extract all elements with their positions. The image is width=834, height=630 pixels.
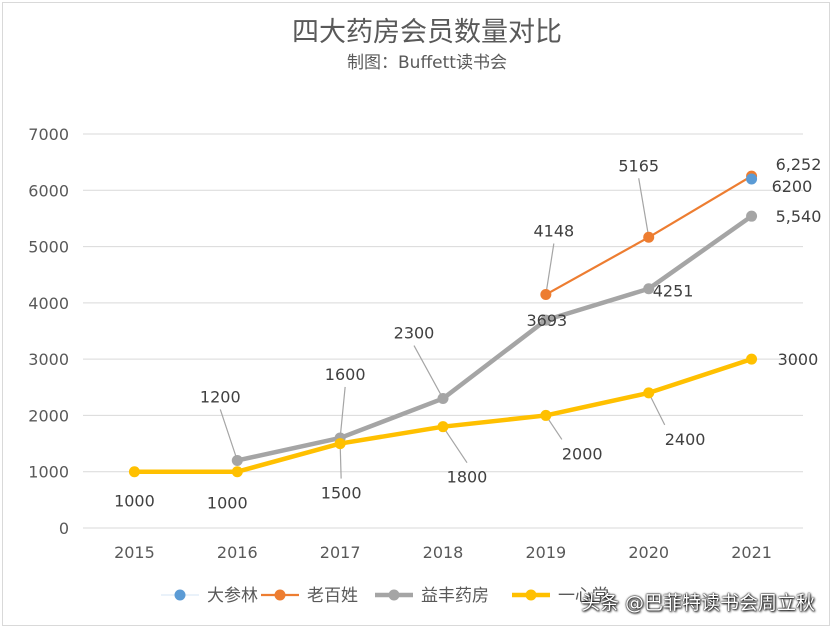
leader-line [648,392,666,426]
x-tick-label: 2020 [628,543,669,562]
data-label: 1600 [325,365,366,384]
data-point-一心堂 [746,353,758,365]
x-tick-label: 2018 [423,543,464,562]
data-label: 5165 [618,156,659,175]
data-label: 2300 [394,324,435,343]
data-label: 1200 [200,387,241,406]
legend-marker-老百姓 [274,589,286,601]
watermark-text: 头条 @巴菲特读书会周立秋 [580,592,815,614]
line-chart: 四大药房会员数量对比 制图：Buffett读书会 0 1000 2000 3000 40… [28,17,821,606]
y-axis: 0 1000 2000 3000 4000 5000 6000 7000 [28,125,69,538]
data-point-益丰药房 [643,283,655,295]
legend-label-老百姓: 老百姓 [307,586,358,606]
data-label: 1800 [447,468,488,487]
x-tick-label: 2017 [320,543,361,562]
y-tick-label: 0 [59,519,69,538]
data-labels: 4148 5165 6,252 1200 1600 2300 3693 4251 5,540 10… [114,155,821,513]
y-tick-label: 4000 [28,294,69,313]
y-tick-label: 5000 [28,238,69,257]
data-label: 2000 [562,444,603,463]
data-label: 5,540 [776,207,822,226]
data-point-一心堂 [540,409,552,421]
data-point-一心堂 [334,438,346,450]
data-label: 2400 [665,430,706,449]
leader-line [442,426,468,464]
data-point-益丰药房 [746,210,758,222]
data-point-老百姓 [540,289,552,301]
data-label: 1000 [114,492,155,511]
series-line-益丰药房 [235,213,754,463]
chart-title: 四大药房会员数量对比 [292,17,562,48]
chart-subtitle: 制图：Buffett读书会 [347,53,507,73]
x-tick-label: 2019 [525,543,566,562]
data-point-益丰药房 [231,454,243,466]
data-label: 6,252 [776,155,822,174]
label-leader-lines [219,178,666,479]
y-tick-label: 7000 [28,125,69,144]
data-label: 6200 [772,177,813,196]
x-tick-label: 2015 [114,543,155,562]
data-point-益丰药房 [437,393,449,405]
legend-marker-大参林 [174,589,186,601]
leader-line [339,443,342,479]
leader-line [638,178,650,238]
legend-label-大参林: 大参林 [207,586,258,606]
leader-line [219,409,238,461]
data-point-一心堂 [437,421,449,433]
data-point-一心堂 [643,387,655,399]
data-point-一心堂 [128,466,140,478]
x-axis: 2015 2016 2017 2018 2019 2020 2021 [114,543,772,562]
data-label: 1000 [207,494,248,513]
data-label: 4251 [653,282,694,301]
data-label: 1500 [321,484,362,503]
leader-line [413,345,444,399]
data-label: 3000 [778,350,819,369]
x-tick-label: 2021 [731,543,772,562]
data-point-益丰药房 [540,314,552,326]
legend-marker-一心堂 [525,589,537,601]
legend: 大参林 老百姓 益丰药房 一心堂 [161,586,609,606]
legend-label-一心堂: 一心堂 [558,586,609,606]
y-tick-label: 1000 [28,463,69,482]
data-label: 3693 [526,311,567,330]
gridlines [83,133,803,529]
legend-label-益丰药房: 益丰药房 [421,586,489,606]
legend-marker-益丰药房 [388,589,400,601]
data-point-一心堂 [231,466,243,478]
leader-line [545,243,555,295]
y-tick-label: 3000 [28,350,69,369]
y-tick-label: 6000 [28,181,69,200]
y-tick-label: 2000 [28,406,69,425]
data-label: 4148 [533,222,574,241]
leader-line [339,386,346,439]
data-points [128,170,758,478]
data-point-老百姓 [643,231,655,243]
data-point-大参林 [746,173,758,185]
x-tick-label: 2016 [217,543,258,562]
